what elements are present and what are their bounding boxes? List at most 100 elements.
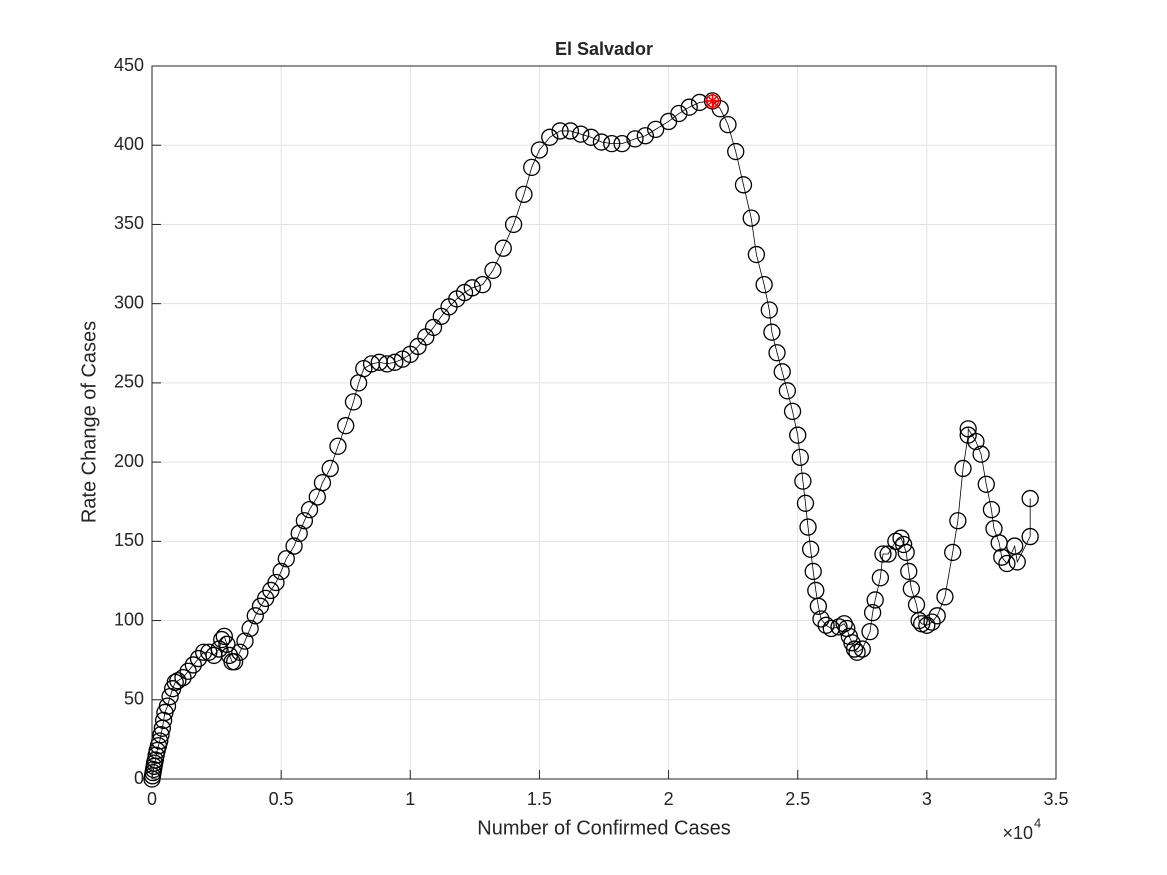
data-point [799,518,817,536]
data-point [378,355,396,373]
data-point [530,141,549,159]
data-point [582,128,600,146]
data-point [504,215,523,234]
data-point [218,635,236,653]
highlight-star [705,94,720,108]
data-point [848,643,866,661]
data-point [773,363,791,381]
y-tick-label: 0 [134,768,144,788]
y-tick-label: 450 [114,55,144,75]
data-point [680,98,698,116]
data-point [783,402,802,421]
data-point [727,142,745,161]
data-point [928,607,946,625]
data-point [801,540,820,558]
y-tick-label: 250 [114,372,144,392]
data-point [734,176,753,194]
data-point [290,524,308,543]
marks [143,92,1039,788]
data-point [897,543,915,562]
x-axis-label: Number of Confirmed Cases [477,817,730,839]
data-point [998,554,1016,573]
data-point [1021,527,1039,546]
data-point [763,323,781,341]
data-point [936,588,954,606]
data-point [169,672,187,690]
data-point [863,603,882,622]
data-point [949,512,967,530]
data-point [817,616,835,634]
data-point [321,459,339,478]
data-point [613,134,631,153]
data-point [918,616,936,634]
data-point [977,475,995,493]
data-point [993,548,1011,566]
data-point [804,562,822,581]
grid [151,65,1057,780]
chart-title: El Salvador [555,39,653,59]
axes-box [151,65,1057,780]
x-tick-label: 3.5 [1043,789,1068,809]
data-point [626,130,644,148]
data-point [603,134,621,153]
data-point [226,653,244,671]
data-point [154,711,173,730]
data-point [794,472,812,490]
data-point [647,120,665,139]
data-point [959,420,977,438]
data-point [768,344,786,362]
data-point [923,613,941,631]
data-point [1008,553,1026,571]
data-point [845,640,864,658]
data-point [313,474,332,492]
data-point [747,245,766,264]
y-tick-label: 100 [114,609,144,629]
y-tick-label: 350 [114,213,144,233]
data-point [887,532,905,550]
data-point [972,445,990,463]
y-tick-label: 400 [114,134,144,154]
data-point [241,619,259,638]
data-point [231,643,249,661]
data-point [954,459,972,478]
data-point [902,580,921,598]
y-axis-label: Rate Change of Cases [78,321,100,523]
data-point [551,122,569,140]
data-point [523,158,541,177]
data-point [982,500,1001,519]
data-point [894,535,913,554]
data-point [812,610,830,628]
x-tick-label: 1.5 [527,789,552,809]
data-point [636,127,654,145]
x-multiplier-exponent: 4 [1034,815,1041,830]
data-point [158,697,177,715]
x-tick-label: 2.5 [785,789,810,809]
data-point [473,276,492,294]
data-point [184,656,202,674]
data-point [484,261,502,280]
data-point [791,448,809,467]
data-point [835,615,853,633]
data-point [967,432,985,451]
data-point [267,573,285,592]
data-point [295,512,314,530]
data-point [272,562,290,581]
y-tick-label: 300 [114,292,144,312]
data-point [879,545,897,563]
x-tick-label: 2 [664,789,674,809]
data-point [900,562,918,581]
data-point [152,725,170,744]
data-point [344,393,363,411]
x-multiplier: ×10 [1002,823,1033,843]
x-tick-label: 1 [405,789,415,809]
data-point [213,630,231,649]
data-point [174,668,192,687]
data-point [874,545,892,563]
data-point [1021,489,1039,508]
data-point [337,417,355,435]
data-point [742,209,760,227]
data-point [179,662,197,680]
